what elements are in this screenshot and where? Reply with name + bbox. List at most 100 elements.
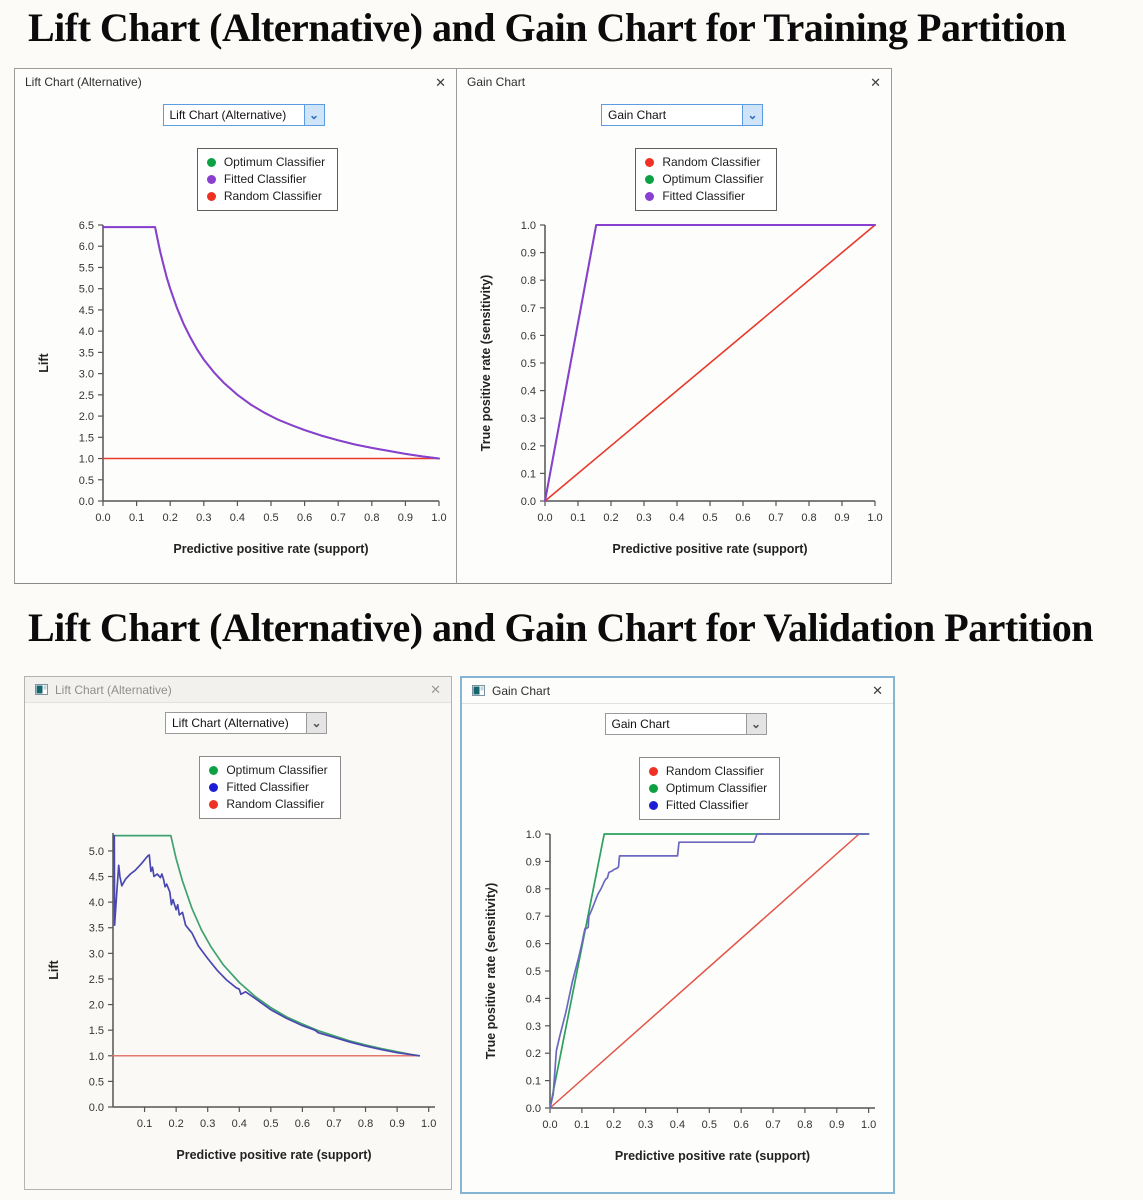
- chart-type-dropdown[interactable]: Lift Chart (Alternative) ⌄: [162, 104, 325, 126]
- svg-text:0.1: 0.1: [574, 1119, 589, 1131]
- svg-text:0.4: 0.4: [526, 993, 541, 1005]
- svg-text:1.0: 1.0: [421, 1118, 436, 1130]
- svg-text:0.4: 0.4: [521, 385, 536, 397]
- legend-label: Fitted Classifier: [223, 172, 307, 187]
- svg-text:0.5: 0.5: [263, 1118, 278, 1130]
- svg-text:True positive rate (sensitivit: True positive rate (sensitivity): [484, 883, 498, 1059]
- chevron-down-icon[interactable]: ⌄: [306, 713, 326, 733]
- svg-text:0.3: 0.3: [200, 1118, 215, 1130]
- svg-text:0.1: 0.1: [129, 512, 144, 524]
- svg-text:0.1: 0.1: [521, 468, 536, 480]
- svg-text:5.0: 5.0: [79, 283, 94, 295]
- svg-text:0.5: 0.5: [526, 966, 541, 978]
- gain-chart-window-validation: Gain Chart ✕ Gain Chart ⌄ Random Classif…: [460, 676, 895, 1194]
- chevron-down-icon[interactable]: ⌄: [303, 105, 324, 125]
- dropdown-value: Lift Chart (Alternative): [172, 715, 289, 730]
- svg-text:4.5: 4.5: [89, 871, 104, 883]
- svg-text:3.5: 3.5: [89, 923, 104, 935]
- svg-text:0.5: 0.5: [702, 1119, 717, 1131]
- close-icon[interactable]: ✕: [872, 683, 883, 698]
- svg-text:0.1: 0.1: [526, 1075, 541, 1087]
- svg-text:0.0: 0.0: [79, 496, 94, 508]
- svg-text:0.4: 0.4: [670, 1119, 685, 1131]
- chevron-down-icon[interactable]: ⌄: [742, 105, 762, 125]
- lift-chart-window-validation: Lift Chart (Alternative) ✕ Lift Chart (A…: [24, 676, 452, 1190]
- close-icon[interactable]: ✕: [870, 74, 881, 90]
- svg-text:0.0: 0.0: [542, 1119, 557, 1131]
- svg-text:0.5: 0.5: [79, 475, 94, 487]
- svg-text:2.5: 2.5: [89, 974, 104, 986]
- svg-text:0.4: 0.4: [669, 512, 684, 524]
- chevron-down-icon[interactable]: ⌄: [745, 714, 766, 734]
- chart-legend: Optimum Classifier Fitted Classifier Rando…: [196, 147, 339, 211]
- svg-text:4.5: 4.5: [79, 305, 94, 317]
- legend-dot-icon: [209, 782, 219, 792]
- window-titlebar[interactable]: Lift Chart (Alternative) ✕: [15, 69, 456, 95]
- close-icon[interactable]: ✕: [435, 74, 446, 90]
- svg-text:0.0: 0.0: [526, 1103, 541, 1115]
- legend-item: Random Classifier: [645, 154, 763, 171]
- svg-text:0.6: 0.6: [297, 512, 312, 524]
- legend-item: Fitted Classifier: [206, 171, 325, 188]
- legend-dot-icon: [209, 765, 219, 775]
- svg-text:0.9: 0.9: [521, 247, 536, 259]
- svg-text:0.3: 0.3: [526, 1021, 541, 1033]
- svg-text:0.1: 0.1: [570, 512, 585, 524]
- legend-label: Random Classifier: [665, 764, 764, 779]
- window-titlebar[interactable]: Lift Chart (Alternative) ✕: [25, 677, 451, 703]
- svg-text:0.8: 0.8: [526, 884, 541, 896]
- legend-item: Random Classifier: [206, 188, 325, 205]
- legend-label: Fitted Classifier: [226, 780, 309, 795]
- svg-text:0.6: 0.6: [521, 330, 536, 342]
- svg-text:0.5: 0.5: [89, 1076, 104, 1088]
- legend-label: Optimum Classifier: [223, 155, 326, 170]
- svg-text:0.8: 0.8: [801, 512, 816, 524]
- chart-legend: Random Classifier Optimum Classifier Fitte…: [635, 147, 777, 211]
- svg-text:1.0: 1.0: [521, 220, 536, 232]
- svg-text:0.8: 0.8: [358, 1118, 373, 1130]
- svg-text:1.5: 1.5: [89, 1025, 104, 1037]
- svg-text:0.7: 0.7: [526, 911, 541, 923]
- legend-dot-icon: [645, 174, 655, 184]
- svg-text:0.6: 0.6: [734, 1119, 749, 1131]
- legend-item: Fitted Classifier: [209, 779, 327, 796]
- svg-text:0.4: 0.4: [230, 512, 245, 524]
- svg-text:0.6: 0.6: [526, 938, 541, 950]
- svg-text:1.0: 1.0: [431, 512, 446, 524]
- svg-text:0.0: 0.0: [521, 496, 536, 508]
- svg-text:Predictive positive rate (supp: Predictive positive rate (support): [176, 1148, 371, 1162]
- chart-type-dropdown[interactable]: Gain Chart ⌄: [604, 713, 767, 735]
- svg-text:0.8: 0.8: [364, 512, 379, 524]
- svg-text:Predictive positive rate (supp: Predictive positive rate (support): [615, 1149, 810, 1163]
- training-charts-row: Lift Chart (Alternative) ✕ Lift Chart (A…: [14, 68, 892, 584]
- legend-dot-icon: [648, 783, 658, 793]
- svg-text:0.5: 0.5: [702, 512, 717, 524]
- svg-text:5.0: 5.0: [89, 846, 104, 858]
- chart-type-dropdown[interactable]: Gain Chart ⌄: [601, 104, 763, 126]
- legend-item: Fitted Classifier: [645, 188, 763, 205]
- svg-text:1.0: 1.0: [79, 453, 94, 465]
- legend-label: Fitted Classifier: [662, 189, 745, 204]
- chart-legend: Optimum Classifier Fitted Classifier Rando…: [199, 755, 341, 819]
- svg-text:0.7: 0.7: [521, 303, 536, 315]
- window-titlebar[interactable]: Gain Chart ✕: [457, 69, 891, 95]
- dropdown-value: Gain Chart: [611, 716, 670, 731]
- legend-label: Random Classifier: [662, 155, 761, 170]
- svg-text:0.3: 0.3: [636, 512, 651, 524]
- svg-text:0.9: 0.9: [389, 1118, 404, 1130]
- window-icon: [35, 684, 48, 695]
- legend-item: Optimum Classifier: [209, 762, 328, 779]
- close-icon[interactable]: ✕: [430, 682, 441, 697]
- window-titlebar[interactable]: Gain Chart ✕: [462, 678, 893, 704]
- chart-type-dropdown[interactable]: Lift Chart (Alternative) ⌄: [165, 712, 327, 734]
- legend-label: Random Classifier: [223, 189, 322, 204]
- svg-text:Predictive positive rate (supp: Predictive positive rate (support): [173, 542, 368, 556]
- svg-text:0.7: 0.7: [768, 512, 783, 524]
- gain-chart-plot-validation: 0.0 0.1 0.2 0.3 0.4 0.5 0.6 0.7 0.8 0.9 1.0 0.0 0.1 0…: [484, 829, 876, 1163]
- legend-label: Fitted Classifier: [665, 798, 749, 813]
- svg-text:0.5: 0.5: [263, 512, 278, 524]
- svg-text:Predictive positive rate (supp: Predictive positive rate (support): [612, 542, 807, 556]
- svg-text:0.3: 0.3: [521, 413, 536, 425]
- legend-label: Optimum Classifier: [226, 763, 328, 778]
